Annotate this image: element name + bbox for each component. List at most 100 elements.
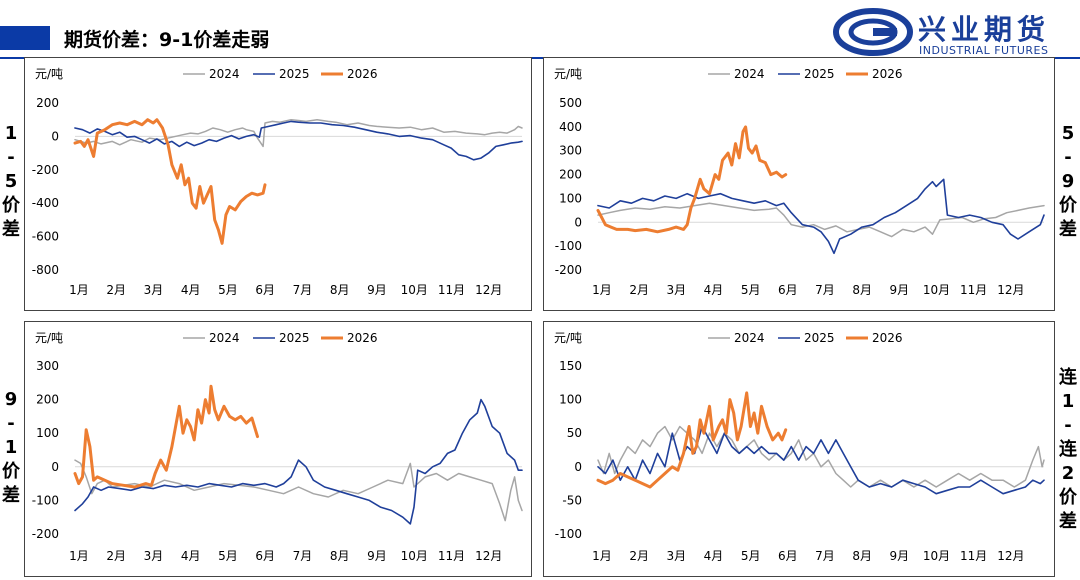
legend-label-2026: 2026 (872, 331, 903, 345)
x-tick-label: 1月 (69, 283, 89, 297)
chart-5-9: 500 400 300 200 100 0 -100 -200 1月 2月 3月 4月 5月 6月 7月 8月… (554, 67, 1045, 297)
series-line-2024 (597, 425, 1045, 488)
side-label-char: 1 (4, 437, 18, 458)
y-tick-label: -50 (562, 493, 582, 507)
series-line-2024 (74, 459, 523, 522)
logo-text-en: INDUSTRIAL FUTURES (919, 44, 1049, 57)
x-tick-label: 10月 (401, 549, 428, 563)
x-tick-label: 12月 (475, 549, 502, 563)
logo-text-cn: 兴业期货 (918, 13, 1051, 46)
y-tick-label: 50 (567, 426, 582, 440)
y-tick-label: 300 (36, 359, 59, 373)
side-label-char: 差 (2, 485, 20, 506)
side-label-char: 1 (1061, 391, 1075, 412)
x-tick-label: 8月 (330, 549, 350, 563)
x-tick-label: 2月 (106, 549, 126, 563)
series-line-2024 (74, 118, 523, 148)
y-tick-label: -800 (32, 263, 59, 277)
legend-label-2024: 2024 (734, 331, 765, 345)
x-tick-label: 6月 (778, 283, 798, 297)
x-tick-label: 5月 (218, 283, 238, 297)
series-line-2025 (74, 398, 523, 525)
company-logo: 兴业期货 INDUSTRIAL FUTURES (832, 6, 1072, 58)
series-line-2026 (73, 118, 267, 245)
y-tick-label: -400 (32, 196, 59, 210)
x-tick-label: 5月 (218, 549, 238, 563)
side-label-char: 差 (2, 219, 20, 240)
x-tick-label: 7月 (815, 283, 835, 297)
legend-label-2026: 2026 (347, 67, 378, 81)
x-tick-label: 4月 (181, 549, 201, 563)
chart-panel-9-1: 300 200 100 0 -100 -200 1月 2月 3月 4月 5月 6月 7月 8月 9月 10月 1… (24, 321, 532, 577)
series-line-2025 (74, 120, 523, 161)
side-label-char: - (7, 147, 15, 168)
x-tick-label: 3月 (144, 549, 164, 563)
x-tick-label: 12月 (997, 283, 1024, 297)
series-line-2026 (596, 391, 788, 489)
x-tick-label: 10月 (923, 549, 950, 563)
unit-label: 元/吨 (35, 331, 63, 345)
y-tick-label: -100 (555, 239, 582, 253)
y-tick-label: 200 (36, 393, 59, 407)
y-tick-label: -200 (32, 163, 59, 177)
x-tick-label: 11月 (438, 549, 465, 563)
legend-label-2025: 2025 (804, 67, 835, 81)
side-label-char: 9 (4, 389, 18, 410)
x-tick-label: 5月 (741, 549, 761, 563)
unit-label: 元/吨 (35, 67, 63, 81)
y-tick-label: -100 (32, 493, 59, 507)
x-tick-label: 11月 (960, 283, 987, 297)
chart-1-5: 200 0 -200 -400 -600 -800 1月 2月 3月 4月 5月 6月 7月 8月 9月 10… (32, 67, 523, 297)
x-tick-label: 11月 (438, 283, 465, 297)
y-tick-label: -600 (32, 230, 59, 244)
legend-label-2024: 2024 (734, 67, 765, 81)
side-label-5-9: 5 - 9 价差 (1057, 122, 1079, 242)
x-tick-label: 2月 (106, 283, 126, 297)
x-tick-label: 12月 (997, 549, 1024, 563)
x-tick-label: 12月 (475, 283, 502, 297)
x-tick-label: 2月 (629, 549, 649, 563)
x-tick-label: 4月 (181, 283, 201, 297)
x-tick-label: 1月 (592, 283, 612, 297)
x-tick-label: 1月 (592, 549, 612, 563)
x-tick-label: 1月 (69, 549, 89, 563)
chart-panel-1-5: 200 0 -200 -400 -600 -800 1月 2月 3月 4月 5月 6月 7月 8月 9月 10… (24, 57, 532, 311)
chart-panel-c1-c2: 150 100 50 0 -50 -100 1月 2月 3月 4月 5月 6月 7月 8月 9月 10月 11月… (543, 321, 1055, 577)
series-line-2025 (597, 178, 1045, 255)
side-label-char: 连 (1059, 439, 1077, 460)
side-label-char: 差 (1059, 219, 1077, 240)
x-tick-label: 4月 (704, 283, 724, 297)
chart-c1-c2: 150 100 50 0 -50 -100 1月 2月 3月 4月 5月 6月 7月 8月 9月 10月 11月… (554, 331, 1045, 563)
logo-mark-icon (833, 8, 913, 56)
chart-9-1: 300 200 100 0 -100 -200 1月 2月 3月 4月 5月 6月 7月 8月 9月 10月 1… (32, 331, 523, 563)
x-tick-label: 8月 (852, 549, 872, 563)
unit-label: 元/吨 (554, 67, 582, 81)
y-tick-label: 0 (51, 129, 59, 143)
legend-label-2025: 2025 (804, 331, 835, 345)
side-label-char: 5 (4, 171, 18, 192)
side-label-char: 连 (1059, 367, 1077, 388)
x-tick-label: 9月 (890, 549, 910, 563)
y-tick-label: 0 (574, 460, 582, 474)
x-tick-label: 3月 (667, 283, 687, 297)
legend-label-2026: 2026 (872, 67, 903, 81)
y-tick-label: 200 (559, 168, 582, 182)
y-tick-label: 0 (574, 215, 582, 229)
series-line-2026 (73, 384, 259, 489)
x-tick-label: 9月 (890, 283, 910, 297)
side-label-char: 差 (1059, 511, 1077, 532)
x-tick-label: 2月 (629, 283, 649, 297)
legend-label-2024: 2024 (209, 331, 240, 345)
chart-panel-5-9: 500 400 300 200 100 0 -100 -200 1月 2月 3月 4月 5月 6月 7月 8月… (543, 57, 1055, 311)
legend-label-2025: 2025 (279, 331, 310, 345)
x-tick-label: 11月 (960, 549, 987, 563)
x-tick-label: 8月 (330, 283, 350, 297)
side-label-char: 价 (2, 461, 20, 482)
x-tick-label: 6月 (778, 549, 798, 563)
series-line-2024 (597, 202, 1045, 238)
y-tick-label: 100 (36, 426, 59, 440)
x-tick-label: 9月 (367, 283, 387, 297)
legend-label-2026: 2026 (347, 331, 378, 345)
side-label-char: - (1064, 147, 1072, 168)
x-tick-label: 10月 (923, 283, 950, 297)
